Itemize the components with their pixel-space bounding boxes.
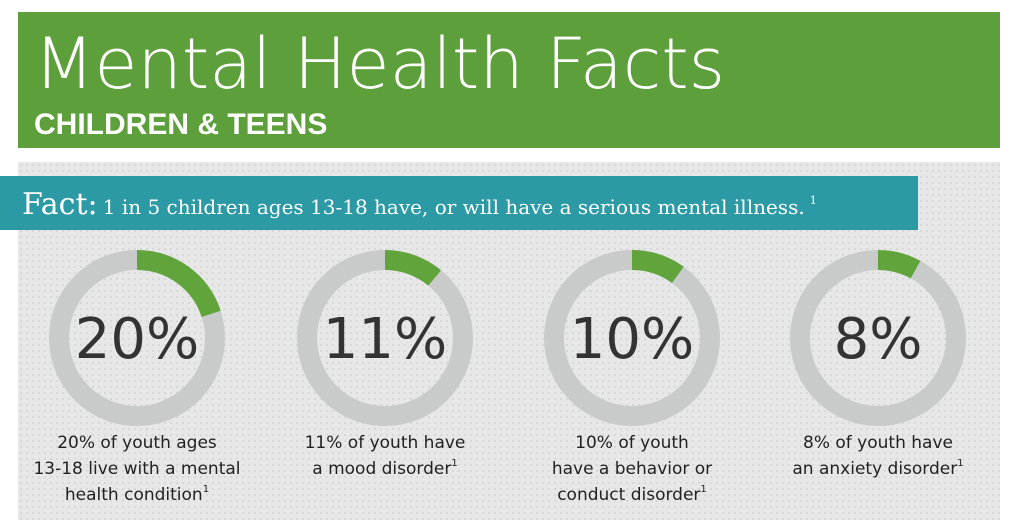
caption-note: 1 xyxy=(957,458,963,469)
caption-text: an anxiety disorder xyxy=(792,459,957,479)
caption-line: 20% of youth ages xyxy=(57,433,217,453)
donut-arc xyxy=(877,250,921,279)
caption-text: a mood disorder xyxy=(312,459,451,479)
subtitle: CHILDREN & TEENS xyxy=(34,108,327,141)
caption-text: health condition xyxy=(65,485,203,505)
caption-line: conduct disorder1 xyxy=(557,484,707,505)
caption-line: have a behavior or xyxy=(552,459,712,479)
donut-value-label: 20% xyxy=(75,307,199,372)
caption-line: 11% of youth have xyxy=(305,433,466,453)
fact-line: Fact: 1 in 5 children ages 13-18 have, o… xyxy=(22,187,817,222)
donut-arc xyxy=(631,250,684,284)
caption-line: an anxiety disorder1 xyxy=(792,458,963,479)
caption-note: 1 xyxy=(451,458,457,469)
fact-label: Fact: xyxy=(22,187,98,222)
donut-value-label: 10% xyxy=(570,307,694,372)
caption-text: 8% of youth have xyxy=(803,433,953,453)
donut-arc xyxy=(384,250,442,286)
caption-note: 1 xyxy=(203,484,209,495)
caption-line: health condition1 xyxy=(65,484,209,505)
caption-line: 8% of youth have xyxy=(803,433,953,453)
caption-text: 13-18 live with a mental xyxy=(33,459,240,479)
fact-banner xyxy=(0,176,918,230)
header-panel xyxy=(18,12,1000,148)
caption-line: 10% of youth xyxy=(575,433,689,453)
caption-note: 1 xyxy=(700,484,706,495)
donut-arc xyxy=(136,250,221,318)
caption-text: 11% of youth have xyxy=(305,433,466,453)
caption-text: have a behavior or xyxy=(552,459,712,479)
fact-text: 1 in 5 children ages 13-18 have, or will… xyxy=(103,195,805,219)
caption-line: a mood disorder1 xyxy=(312,458,457,479)
fact-note: 1 xyxy=(810,194,817,207)
caption-line: 13-18 live with a mental xyxy=(33,459,240,479)
donut-value-label: 8% xyxy=(834,307,923,372)
caption-text: conduct disorder xyxy=(557,485,700,505)
title: Mental Health Facts xyxy=(34,23,725,105)
caption-text: 10% of youth xyxy=(575,433,689,453)
caption-text: 20% of youth ages xyxy=(57,433,217,453)
donut-value-label: 11% xyxy=(323,307,447,372)
